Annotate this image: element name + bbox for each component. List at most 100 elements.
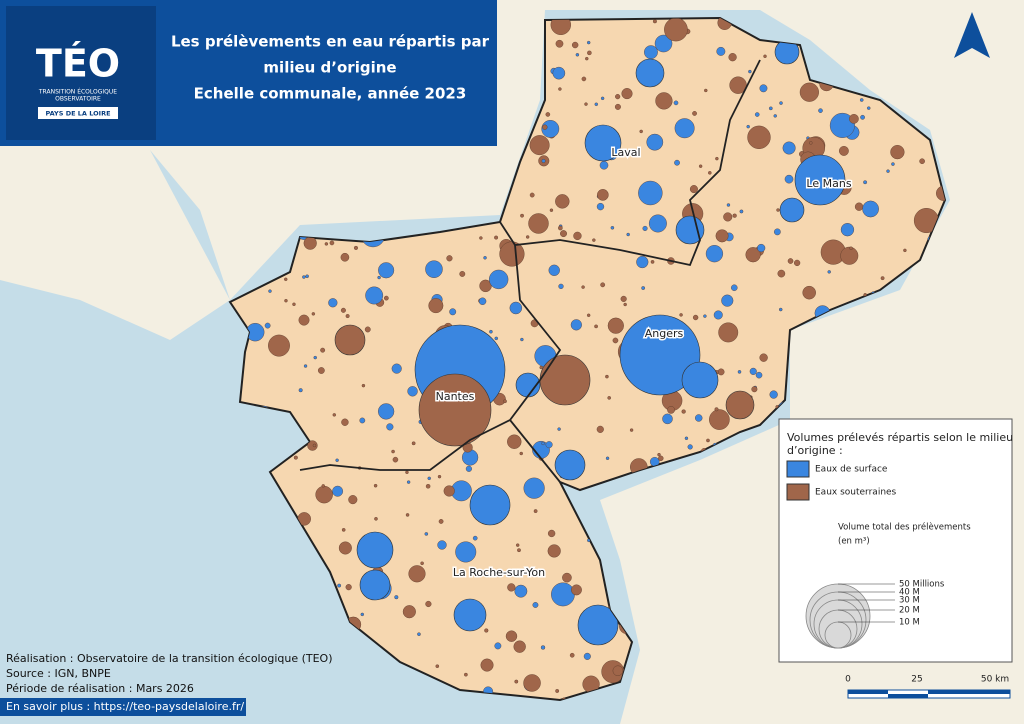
commune-circle [706,438,710,443]
commune-circle [406,480,411,484]
commune-circle [585,56,589,61]
commune-circle [794,154,846,206]
commune-circle [533,509,538,513]
commune-circle [321,484,325,488]
commune-circle [779,101,783,105]
commune-circle [520,337,524,342]
commune-circle [575,53,580,57]
scale-label: 0 [845,675,851,685]
legend-label: Eaux de surface [815,465,888,475]
commune-circle [378,262,395,279]
commune-circle [644,45,658,60]
commune-circle [654,34,673,53]
commune-circle [313,355,317,360]
commune-circle [732,213,737,218]
commune-circle [919,158,925,165]
commune-circle [687,444,693,450]
commune-circle [364,326,371,333]
commune-circle [464,672,468,677]
commune-circle [386,423,394,431]
commune-circle [698,164,703,168]
commune-circle [427,476,431,481]
commune-circle [674,159,680,166]
commune-circle [528,213,549,234]
commune-circle [360,612,364,617]
commune-circle [555,194,570,209]
commune-circle [674,118,695,139]
commune-circle [541,441,545,446]
commune-circle [571,41,579,49]
commune-circle [545,112,551,117]
commune-circle [709,409,730,430]
commune-circle [787,258,794,264]
commune-circle [621,88,633,100]
commune-circle [731,284,738,291]
commune-circle [886,169,890,173]
commune-circle [459,271,466,277]
city-labels: Laval Le Mans Angers Nantes La Roche-sur… [434,145,853,581]
commune-circle [635,58,665,88]
commune-circle [480,658,494,672]
commune-circle [425,600,432,608]
commune-circle [629,428,634,432]
commune-circle [484,628,489,633]
commune-circle [708,171,712,175]
commune-circle [863,180,868,185]
commune-circle [560,230,567,238]
commune-circle [472,535,478,541]
commune-circle [713,310,723,320]
commune-circle [547,529,556,538]
commune-circle [284,277,288,282]
commune-circle [607,396,611,400]
size-label: 50 Millions [899,580,945,590]
legend-swatch [786,460,810,478]
size-unit: (en m³) [838,537,870,547]
commune-circle [298,388,303,393]
commune-circle [596,202,605,211]
commune-circle [799,82,819,102]
commune-circle [345,314,350,319]
commune-circle [340,252,350,262]
commune-circle [523,477,545,499]
commune-circle [612,337,619,344]
link[interactable]: En savoir plus : https://teo-paysdelaloi… [6,700,244,713]
commune-circle [776,208,780,212]
commune-circle [703,314,707,318]
commune-circle [405,470,409,475]
credit: Source : IGN, BNPE [6,667,111,680]
commune-circle [605,374,609,379]
commune-circle [684,436,689,441]
commune-circle [324,242,329,246]
commune-circle [558,283,564,290]
size-label: 10 M [899,618,920,628]
commune-circle [514,679,519,684]
commune-circle [597,189,609,201]
city-label: La Roche-sur-Yon [453,566,545,579]
commune-circle [317,367,325,374]
commune-circle [315,485,333,504]
commune-circle [335,458,339,462]
commune-circle [437,474,442,479]
commune-circle [784,174,794,184]
commune-circle [737,370,742,374]
commune-circle [571,584,582,596]
commune-circle [513,640,526,653]
commune-circle [558,87,562,91]
commune-circle [612,665,624,676]
scale-bar: 0 25 50 km [845,675,1011,699]
commune-circle [499,241,525,267]
commune-circle [860,114,865,120]
commune-circle [428,298,444,314]
commune-circle [715,229,729,243]
commune-circle [394,595,399,600]
commune-circle [359,417,366,424]
commune-circle [554,449,586,481]
commune-circle [827,270,831,274]
commune-circle [378,403,395,420]
commune-circle [503,399,507,404]
commune-circle [620,295,627,302]
commune-circle [461,449,479,466]
commune-circle [809,141,813,145]
commune-circle [619,314,701,396]
commune-circle [607,317,624,334]
